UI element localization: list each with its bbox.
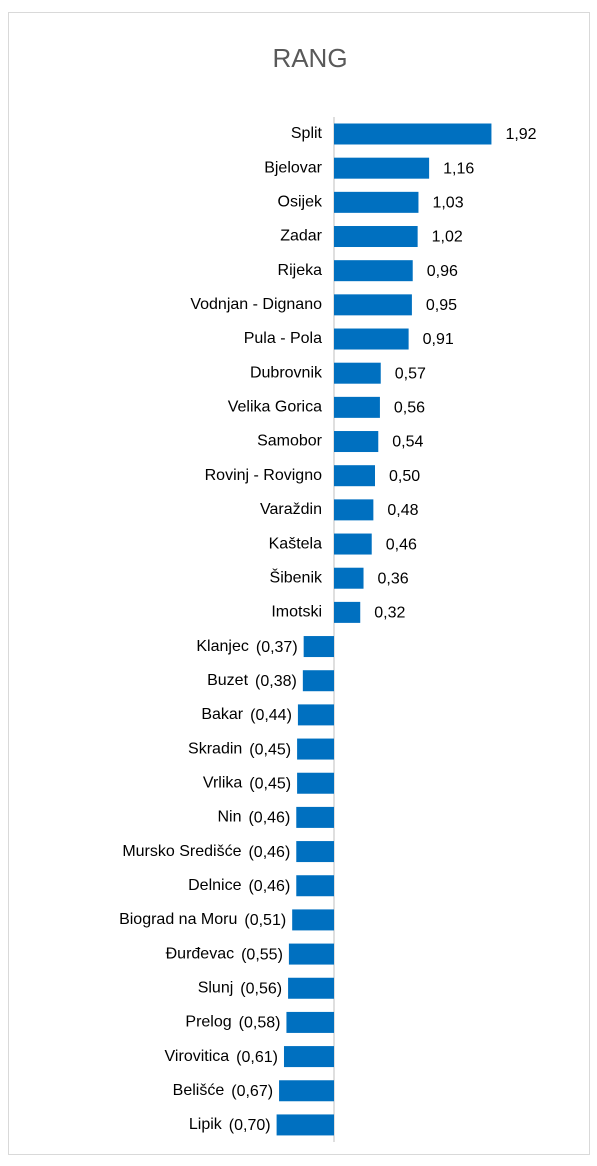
category-label: Bjelovar [264,159,322,176]
value-label: (0,67) [231,1083,273,1100]
value-label: 0,57 [395,365,426,382]
category-label: Velika Gorica [228,399,322,416]
category-label: Rijeka [278,262,323,279]
bar [334,362,381,384]
value-label: (0,61) [236,1049,278,1066]
category-label: Buzet [207,672,248,689]
bar [334,294,412,316]
category-label: Đurđevac [166,945,234,962]
bar [302,670,334,692]
value-label: 0,96 [427,263,458,280]
value-label: 0,32 [374,605,405,622]
category-label: Šibenik [270,567,323,586]
value-label: 1,02 [432,229,463,246]
value-label: 0,36 [378,570,409,587]
value-label: (0,46) [248,810,290,827]
value-label: (0,56) [240,980,282,997]
value-label: 0,95 [426,297,457,314]
bar [292,909,334,931]
bar [334,465,375,487]
category-label: Lipik [189,1116,223,1133]
bar [279,1080,334,1102]
bar [286,1011,334,1033]
category-label: Prelog [185,1014,231,1031]
bar [288,977,334,999]
category-label: Zadar [280,228,322,245]
value-label: (0,58) [239,1015,281,1032]
value-label: (0,70) [229,1117,271,1134]
bar [297,704,334,726]
category-label: Skradin [188,740,242,757]
value-label: (0,45) [249,775,291,792]
category-label: Dubrovnik [250,364,323,381]
value-label: (0,45) [249,741,291,758]
bar [334,260,413,282]
category-label: Osijek [278,194,323,211]
value-label: 0,91 [423,331,454,348]
category-label: Samobor [257,433,323,450]
category-label: Slunj [198,979,234,996]
bar [334,567,364,589]
bar [283,1046,334,1068]
category-label: Kaštela [269,535,322,552]
value-label: (0,55) [241,946,283,963]
category-label: Mursko Središće [122,843,241,860]
category-label: Varaždin [260,501,322,518]
value-label: 0,54 [392,434,423,451]
value-label: 0,50 [389,468,420,485]
bar [334,396,380,418]
bar [334,123,492,145]
bar [334,431,379,453]
bar [334,226,418,248]
bar [297,772,334,794]
value-label: (0,37) [256,639,298,656]
category-label: Bakar [201,706,243,723]
value-label: 0,46 [386,536,417,553]
value-label: 0,48 [387,502,418,519]
bar [303,636,334,658]
category-label: Vrlika [203,774,243,791]
value-label: (0,46) [248,878,290,895]
category-label: Klanjec [196,638,248,655]
category-label: Delnice [188,877,241,894]
category-label: Vodnjan - Dignano [190,296,322,313]
value-label: (0,38) [255,673,297,690]
category-label: Belišće [173,1082,225,1099]
bar [334,533,372,555]
value-label: 1,16 [443,160,474,177]
value-label: (0,44) [250,707,292,724]
bar [296,841,334,863]
category-label: Imotski [271,604,322,621]
bar [297,738,334,760]
bar [334,157,430,179]
value-label: (0,46) [248,844,290,861]
bar [334,499,374,521]
chart-title: RANG [272,43,347,73]
bar [296,875,334,897]
value-label: (0,51) [244,912,286,929]
category-label: Split [291,125,323,142]
bar [296,806,334,828]
bar [334,328,409,350]
category-label: Pula - Pola [244,330,322,347]
value-label: 0,56 [394,400,425,417]
bar [334,601,361,623]
category-label: Virovitica [165,1048,230,1065]
value-label: 1,92 [505,126,536,143]
value-label: 1,03 [432,195,463,212]
bar [276,1114,334,1136]
category-label: Rovinj - Rovigno [205,467,322,484]
bar [334,191,419,213]
category-label: Biograd na Moru [119,911,237,928]
category-label: Nin [217,809,241,826]
bar [288,943,334,965]
